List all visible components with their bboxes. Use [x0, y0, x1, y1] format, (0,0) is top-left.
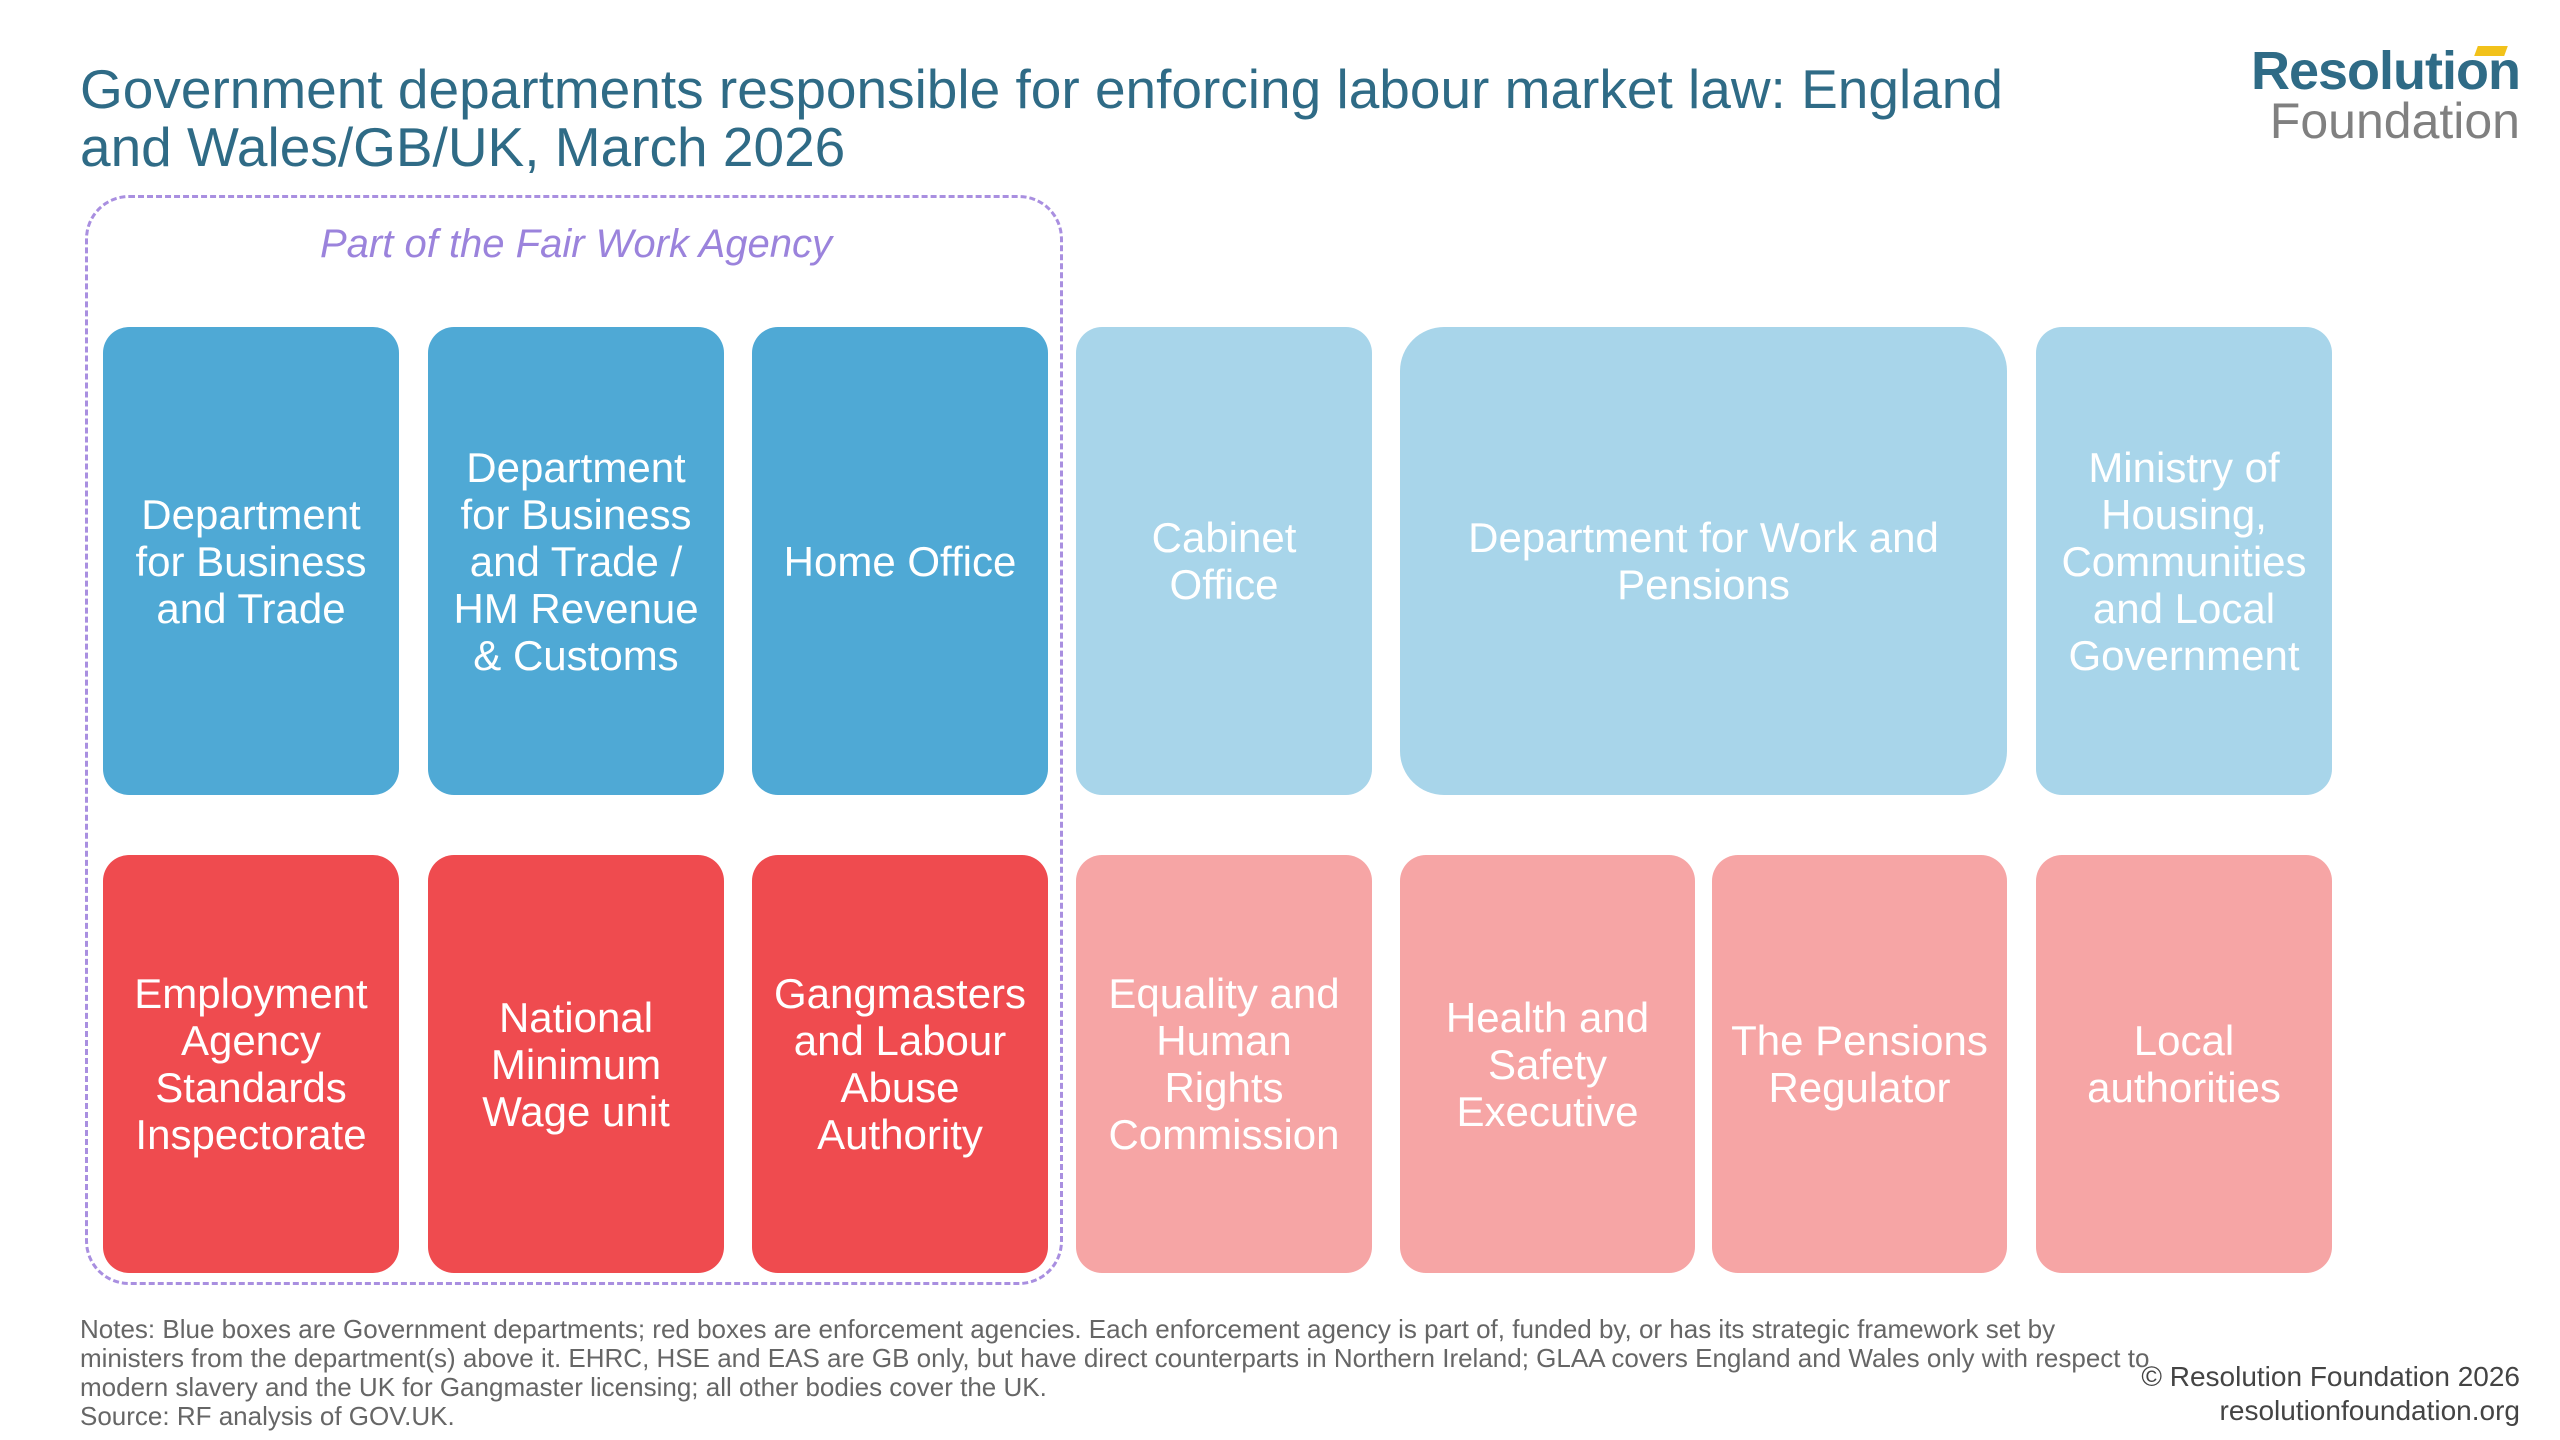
department-box-mhclg: Ministry of Housing, Communities and Loc…	[2036, 327, 2332, 795]
agency-box-ehrc: Equality and Human Rights Commission	[1076, 855, 1372, 1273]
agency-label: Gangmasters and Labour Abuse Authority	[773, 970, 1027, 1158]
fair-work-agency-label: Part of the Fair Work Agency	[320, 222, 833, 266]
department-box-business-trade: Department for Business and Trade	[103, 327, 399, 795]
notes-text: Notes: Blue boxes are Government departm…	[80, 1314, 2150, 1402]
agency-label: Local authorities	[2087, 1017, 2281, 1111]
copyright-block: © Resolution Foundation 2026 resolutionf…	[2141, 1360, 2520, 1428]
logo-accent-mark	[2474, 46, 2508, 56]
department-label: Home Office	[783, 537, 1017, 585]
logo-line-2: Foundation	[2269, 93, 2520, 149]
agency-box-hse: Health and Safety Executive	[1400, 855, 1695, 1273]
department-label: Department for Business and Trade	[135, 490, 367, 632]
agency-box-nmw-unit: National Minimum Wage unit	[428, 855, 724, 1273]
agency-label: Health and Safety Executive	[1445, 993, 1650, 1135]
department-box-home-office: Home Office	[752, 327, 1048, 795]
department-label: Department for Work and Pensions	[1468, 514, 1939, 608]
department-box-business-trade-hmrc: Department for Business and Trade / HM R…	[428, 327, 724, 795]
agency-label: Employment Agency Standards Inspectorate	[134, 970, 368, 1158]
department-box-dwp: Department for Work and Pensions	[1400, 327, 2007, 795]
agency-label: National Minimum Wage unit	[482, 993, 670, 1135]
notes-block: Notes: Blue boxes are Government departm…	[80, 1315, 2150, 1431]
department-box-cabinet-office: Cabinet Office	[1076, 327, 1372, 795]
fair-work-agency-frame	[85, 195, 1063, 1285]
website-link[interactable]: resolutionfoundation.org	[2219, 1395, 2520, 1426]
agency-box-easi: Employment Agency Standards Inspectorate	[103, 855, 399, 1273]
resolution-foundation-logo: Resolution Foundation	[2200, 40, 2521, 150]
agency-box-pensions-regulator: The Pensions Regulator	[1712, 855, 2007, 1273]
agency-box-glaa: Gangmasters and Labour Abuse Authority	[752, 855, 1048, 1273]
department-label: Ministry of Housing, Communities and Loc…	[2061, 443, 2307, 679]
chart-title: Government departments responsible for e…	[80, 58, 2003, 178]
agency-label: The Pensions Regulator	[1731, 1017, 1988, 1111]
copyright-text: © Resolution Foundation 2026	[2141, 1361, 2520, 1392]
department-label: Cabinet Office	[1151, 514, 1297, 608]
department-label: Department for Business and Trade / HM R…	[453, 443, 699, 679]
agency-box-local-authorities: Local authorities	[2036, 855, 2332, 1273]
agency-label: Equality and Human Rights Commission	[1108, 970, 1340, 1158]
source-text: Source: RF analysis of GOV.UK.	[80, 1401, 455, 1431]
